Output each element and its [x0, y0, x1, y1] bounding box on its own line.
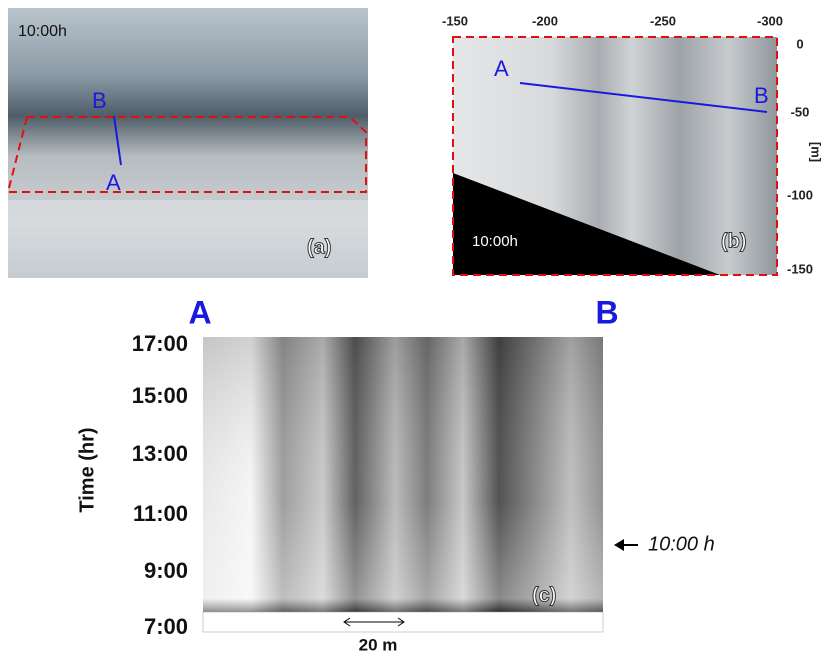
start-label: A [188, 294, 211, 330]
y-axis-title: Time (hr) [76, 427, 98, 512]
x-tick-label: -250 [650, 13, 676, 28]
panel-label: (a) [307, 236, 331, 258]
time-label: 10:00h [18, 23, 67, 40]
y-tick-label: 11:00 [133, 501, 188, 526]
panel-c: A B 17:00 15:00 13:00 11:00 9:00 7:00 Ti… [76, 294, 714, 654]
x-tick-label: -200 [532, 13, 558, 28]
point-b: B [754, 83, 769, 108]
x-tick-label: -300 [757, 13, 783, 28]
point-a: A [106, 170, 121, 195]
timestack-shade [203, 337, 603, 612]
marker-label: 10:00 h [648, 533, 715, 555]
transect [113, 115, 122, 166]
y-unit: [m] [809, 142, 824, 162]
scale-label: 20 m [359, 635, 398, 654]
panel-b: A B 10:00h (b) -150 -200 -250 -300 0 -50… [442, 13, 824, 276]
point-b: B [92, 88, 107, 113]
frame [452, 36, 778, 276]
x-tick-label: -150 [442, 13, 468, 28]
marker-arrowhead [614, 539, 624, 551]
panel-label: (c) [532, 584, 556, 606]
point-a: A [494, 56, 509, 81]
y-tick-label: -150 [787, 261, 813, 276]
y-tick-label: 9:00 [144, 558, 188, 583]
photo-foreground [8, 200, 368, 278]
time-label: 10:00h [472, 233, 518, 250]
y-tick-label: 17:00 [132, 331, 188, 356]
y-tick-label: 15:00 [132, 383, 188, 408]
y-tick-label: -50 [791, 104, 810, 119]
no-data [453, 173, 720, 275]
panel-label: (b) [721, 230, 747, 252]
end-label: B [595, 294, 618, 330]
y-tick-label: 0 [796, 36, 803, 51]
scale-arrowhead [343, 617, 351, 627]
scale-arrowhead [397, 617, 405, 627]
panel-a: 10:00h B A (a) [6, 8, 368, 278]
y-tick-label: -100 [787, 187, 813, 202]
transect [519, 82, 768, 113]
y-tick-label: 7:00 [144, 614, 188, 639]
y-tick-label: 13:00 [132, 441, 188, 466]
